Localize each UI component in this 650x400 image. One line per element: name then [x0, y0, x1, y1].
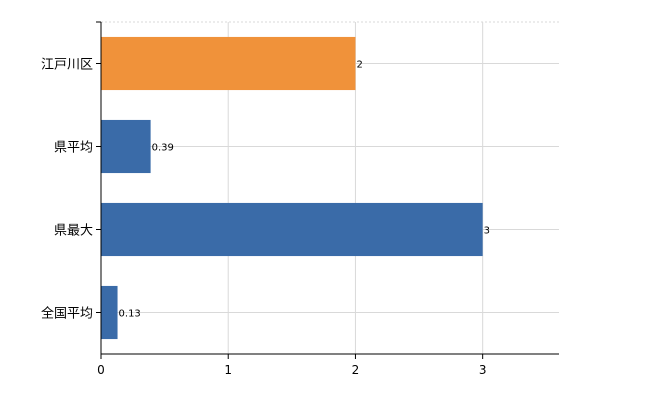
- category-label-3: 全国平均: [41, 306, 93, 322]
- category-label-2: 県最大: [54, 224, 93, 239]
- data-label-3: 0.13: [119, 309, 141, 320]
- bars: [101, 36, 483, 340]
- bar-1: [101, 119, 151, 174]
- x-tick-label-2: 2: [352, 363, 360, 377]
- x-tick-label-0: 0: [97, 363, 105, 377]
- category-label-1: 県平均: [54, 141, 93, 156]
- bar-0: [101, 36, 356, 91]
- data-label-0: 2: [356, 60, 362, 71]
- data-label-1: 0.39: [152, 143, 174, 154]
- category-label-0: 江戸川区: [41, 58, 93, 73]
- bar-2: [101, 202, 483, 257]
- bar-3: [101, 285, 118, 340]
- data-label-2: 3: [484, 226, 490, 237]
- x-tick-label-3: 3: [479, 363, 487, 377]
- x-tick-label-1: 1: [224, 363, 232, 377]
- data-labels: 2 0.39 3 0.13: [119, 60, 491, 320]
